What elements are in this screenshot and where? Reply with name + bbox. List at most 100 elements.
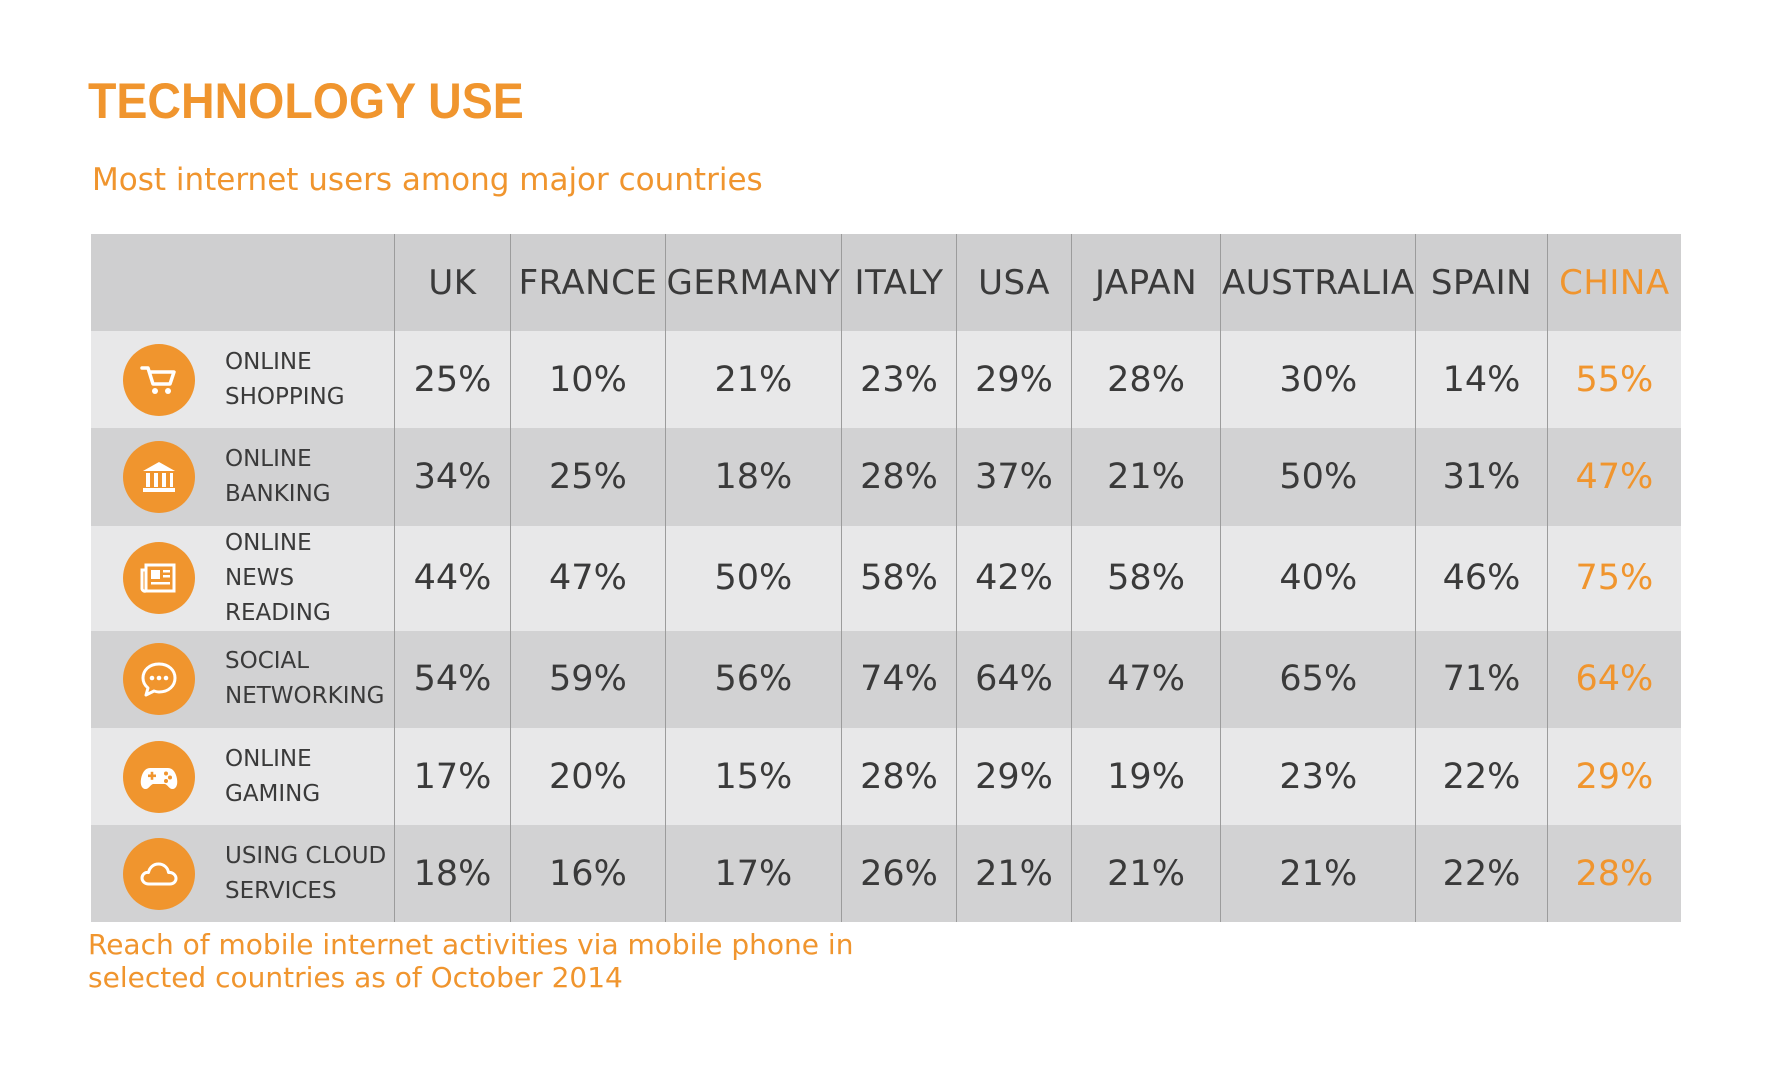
data-cell: 15% <box>665 727 842 826</box>
data-cell-highlighted: 47% <box>1546 428 1681 526</box>
column-header: AUSTRALIA <box>1220 234 1416 331</box>
column-header: JAPAN <box>1070 234 1221 331</box>
data-cell: 34% <box>394 428 511 526</box>
row-label-line: NETWORKING <box>225 683 385 710</box>
data-cell: 21% <box>956 825 1072 923</box>
data-cell: 40% <box>1220 525 1416 631</box>
data-cell: 54% <box>394 630 511 728</box>
data-cell: 29% <box>956 727 1072 826</box>
data-cell: 26% <box>840 825 957 923</box>
table-row: ONLINE NEWS READING 44% 47% 50% 58% 42% … <box>91 525 1681 631</box>
page-subtitle: Most internet users among major countrie… <box>92 162 763 198</box>
footnote-line: Reach of mobile internet activities via … <box>88 928 854 961</box>
technology-use-table: UK FRANCE GERMANY ITALY USA JAPAN AUSTRA… <box>91 234 1681 923</box>
row-label-line: GAMING <box>225 780 321 807</box>
row-category: ONLINE NEWS READING <box>91 526 395 631</box>
data-cell: 23% <box>1220 727 1416 826</box>
data-cell: 19% <box>1070 727 1221 826</box>
row-label-line: SHOPPING <box>225 383 345 410</box>
footnote-line: selected countries as of October 2014 <box>88 961 623 994</box>
data-cell: 64% <box>956 630 1072 728</box>
data-cell: 59% <box>509 630 666 728</box>
data-cell: 20% <box>509 727 666 826</box>
data-cell: 18% <box>665 428 842 526</box>
data-cell: 42% <box>956 525 1072 631</box>
data-cell: 21% <box>1220 825 1416 923</box>
data-cell: 50% <box>665 525 842 631</box>
data-cell-highlighted: 55% <box>1546 331 1681 429</box>
data-cell: 71% <box>1415 630 1548 728</box>
table-row: USING CLOUD SERVICES 18% 16% 17% 26% 21%… <box>91 825 1681 923</box>
data-cell: 22% <box>1415 727 1548 826</box>
data-cell: 30% <box>1220 331 1416 429</box>
data-cell: 28% <box>1070 331 1221 429</box>
data-cell: 23% <box>840 331 957 429</box>
data-cell-highlighted: 75% <box>1546 525 1681 631</box>
header-row: UK FRANCE GERMANY ITALY USA JAPAN AUSTRA… <box>91 234 1681 331</box>
row-category: ONLINE BANKING <box>91 428 395 525</box>
data-cell: 16% <box>509 825 666 923</box>
data-cell: 74% <box>840 630 957 728</box>
data-cell: 46% <box>1415 525 1548 631</box>
data-cell: 47% <box>509 525 666 631</box>
data-cell: 17% <box>394 727 511 826</box>
data-cell: 21% <box>665 331 842 429</box>
page-title: TECHNOLOGY USE <box>88 73 524 129</box>
data-cell: 56% <box>665 630 842 728</box>
table-row: ONLINE GAMING 17% 20% 15% 28% 29% 19% 23… <box>91 727 1681 826</box>
chat-bubble-icon <box>123 643 195 716</box>
data-cell: 18% <box>394 825 511 923</box>
data-cell: 28% <box>840 428 957 526</box>
data-cell: 29% <box>956 331 1072 429</box>
row-category: ONLINE GAMING <box>91 728 395 825</box>
column-header: UK <box>394 234 511 331</box>
row-label: ONLINE GAMING <box>225 742 320 812</box>
gamepad-icon <box>123 740 195 813</box>
row-label: ONLINE SHOPPING <box>225 345 345 415</box>
row-label-line: ONLINE <box>225 445 312 472</box>
row-label-line: USING CLOUD <box>225 842 387 869</box>
data-cell: 21% <box>1070 825 1221 923</box>
row-label-line: SOCIAL <box>225 648 310 675</box>
data-cell: 58% <box>840 525 957 631</box>
column-header: USA <box>956 234 1072 331</box>
data-cell: 31% <box>1415 428 1548 526</box>
row-label-line: ONLINE <box>225 348 312 375</box>
row-label: ONLINE NEWS READING <box>225 526 394 631</box>
column-header-highlighted: CHINA <box>1546 234 1681 331</box>
data-cell: 10% <box>509 331 666 429</box>
table-row: ONLINE BANKING 34% 25% 18% 28% 37% 21% 5… <box>91 428 1681 526</box>
table-row: SOCIAL NETWORKING 54% 59% 56% 74% 64% 47… <box>91 630 1681 728</box>
table-row: ONLINE SHOPPING 25% 10% 21% 23% 29% 28% … <box>91 331 1681 429</box>
data-cell-highlighted: 29% <box>1546 727 1681 826</box>
row-label: USING CLOUD SERVICES <box>225 839 386 909</box>
data-cell-highlighted: 64% <box>1546 630 1681 728</box>
row-label: SOCIAL NETWORKING <box>225 644 385 714</box>
data-cell: 21% <box>1070 428 1221 526</box>
data-cell: 25% <box>394 331 511 429</box>
data-cell: 22% <box>1415 825 1548 923</box>
row-category: ONLINE SHOPPING <box>91 331 395 428</box>
newspaper-icon <box>123 542 195 615</box>
row-label-line: ONLINE <box>225 529 312 556</box>
row-label-line: BANKING <box>225 480 331 507</box>
row-label-line: ONLINE <box>225 745 312 772</box>
data-cell: 47% <box>1070 630 1221 728</box>
column-header: SPAIN <box>1415 234 1548 331</box>
data-cell: 14% <box>1415 331 1548 429</box>
data-cell: 44% <box>394 525 511 631</box>
column-header: ITALY <box>840 234 957 331</box>
row-category: USING CLOUD SERVICES <box>91 825 395 922</box>
source-footnote: Reach of mobile internet activities via … <box>88 928 853 994</box>
bank-icon <box>123 440 195 513</box>
column-header: FRANCE <box>509 234 666 331</box>
row-label-line: SERVICES <box>225 877 337 904</box>
row-label: ONLINE BANKING <box>225 442 331 512</box>
data-cell: 65% <box>1220 630 1416 728</box>
data-cell: 50% <box>1220 428 1416 526</box>
shopping-cart-icon <box>123 343 195 416</box>
data-cell: 37% <box>956 428 1072 526</box>
data-cell: 25% <box>509 428 666 526</box>
data-cell: 58% <box>1070 525 1221 631</box>
data-cell: 28% <box>840 727 957 826</box>
